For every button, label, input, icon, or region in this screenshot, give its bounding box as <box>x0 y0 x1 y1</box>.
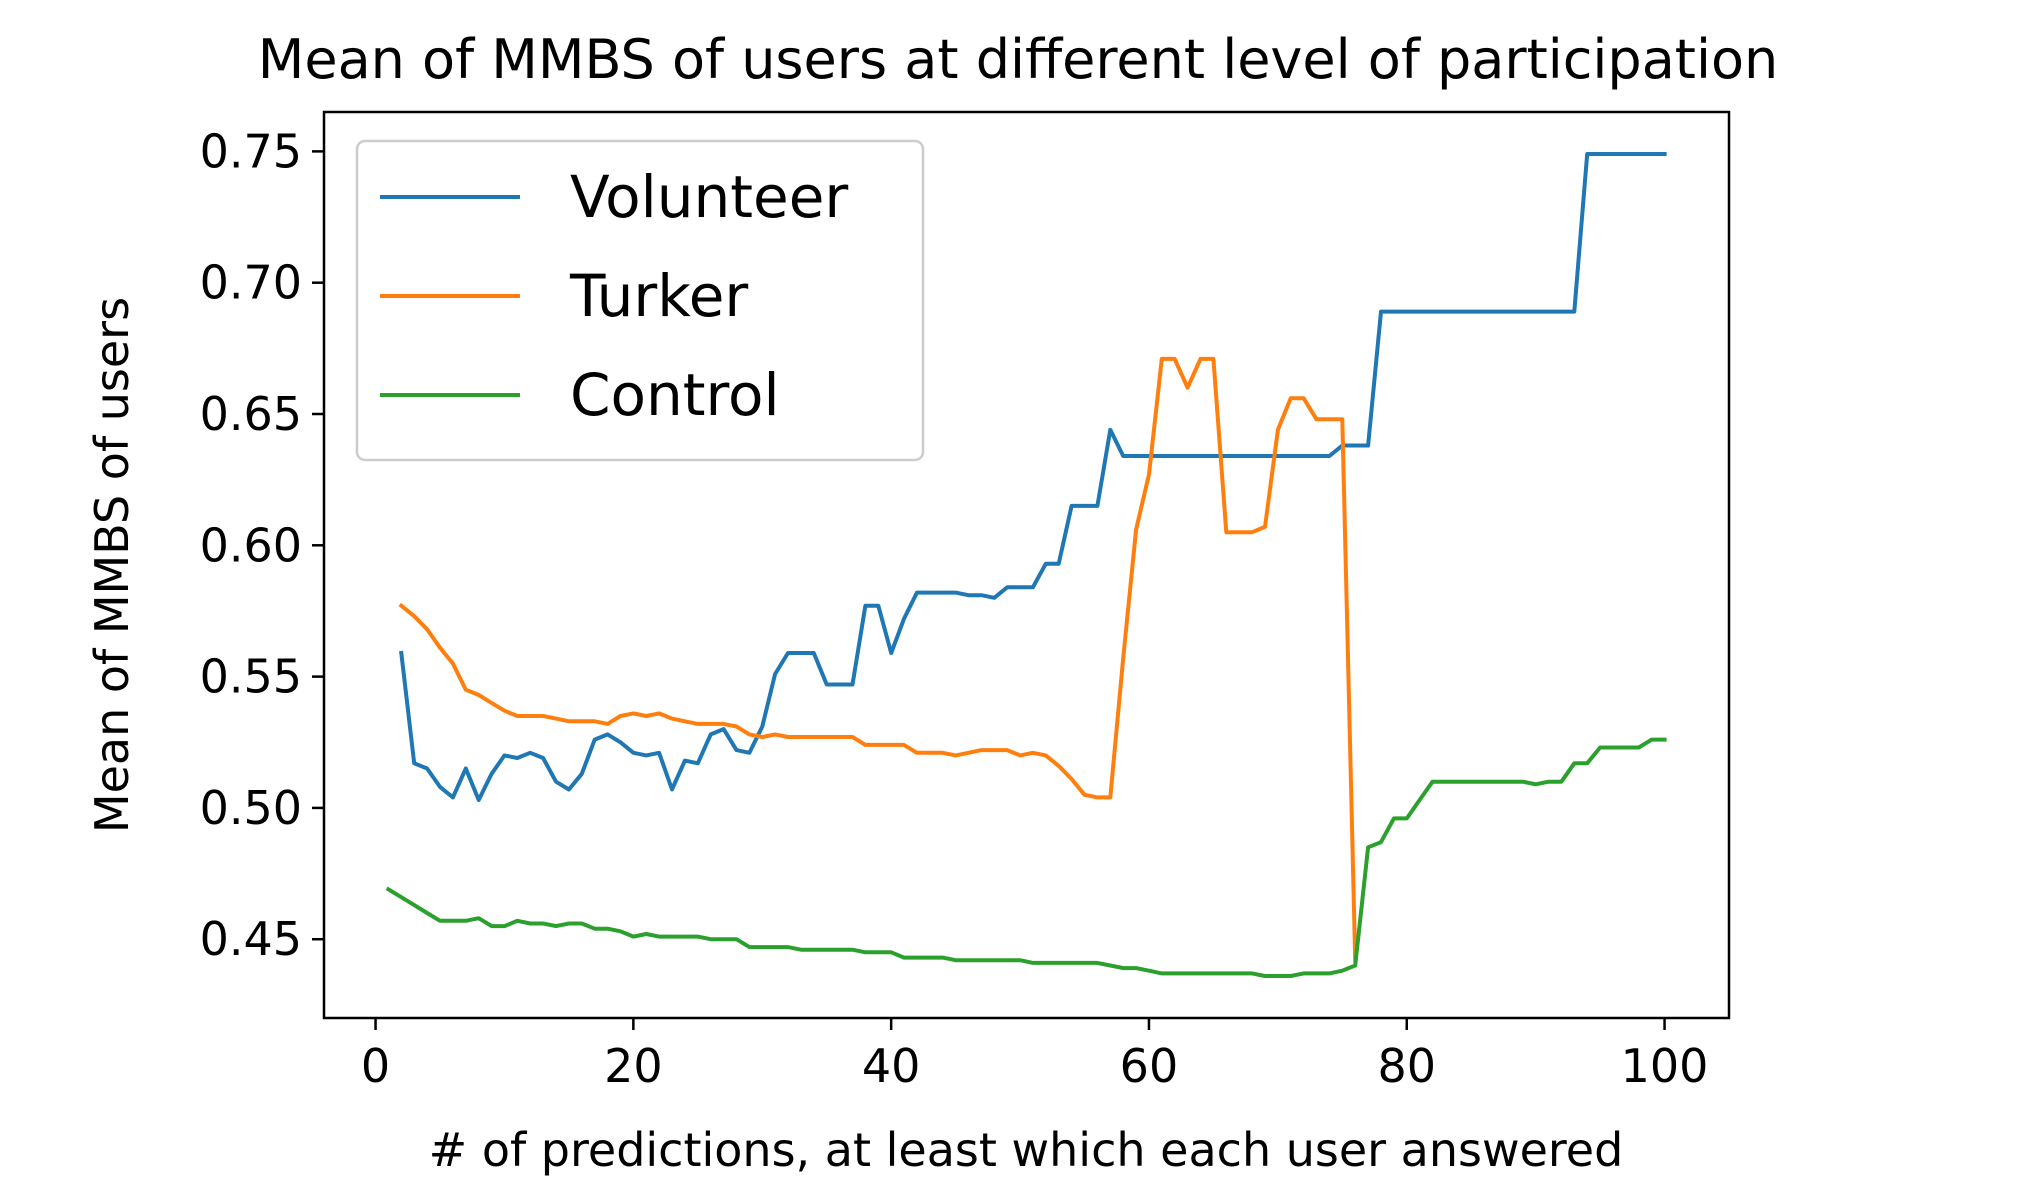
x-tick-label: 0 <box>361 1039 390 1093</box>
series-line-turker <box>398 356 1358 963</box>
y-axis: 0.45 0.50 0.55 0.60 0.65 0.70 0.75 <box>200 124 324 966</box>
y-tick-label: 0.55 <box>200 650 302 704</box>
legend-frame <box>355 139 925 462</box>
x-tick-label: 80 <box>1377 1039 1436 1093</box>
y-tick-label: 0.70 <box>200 256 302 310</box>
y-tick-label: 0.45 <box>200 912 302 966</box>
series-line-control <box>385 737 1667 978</box>
y-tick-label: 0.50 <box>200 781 302 835</box>
y-tick-label: 0.60 <box>200 518 302 572</box>
series-line-volunteer <box>399 152 1667 802</box>
x-axis-label: # of predictions, at least which each us… <box>429 1123 1624 1177</box>
y-axis-label: Mean of MMBS of users <box>85 297 139 833</box>
legend-label-turker: Turker <box>569 262 748 330</box>
x-tick-label: 60 <box>1120 1039 1179 1093</box>
x-tick-label: 100 <box>1621 1039 1709 1093</box>
y-tick-label: 0.65 <box>200 387 302 441</box>
x-tick-label: 40 <box>862 1039 921 1093</box>
series-layer <box>385 152 1667 978</box>
legend: Volunteer Turker Control <box>355 139 925 462</box>
x-tick-label: 20 <box>604 1039 663 1093</box>
legend-label-control: Control <box>570 361 780 429</box>
legend-label-volunteer: Volunteer <box>570 163 848 231</box>
chart-title: Mean of MMBS of users at different level… <box>258 28 1779 91</box>
x-axis: 0 20 40 60 80 100 <box>361 1018 1709 1093</box>
y-tick-label: 0.75 <box>200 124 302 178</box>
